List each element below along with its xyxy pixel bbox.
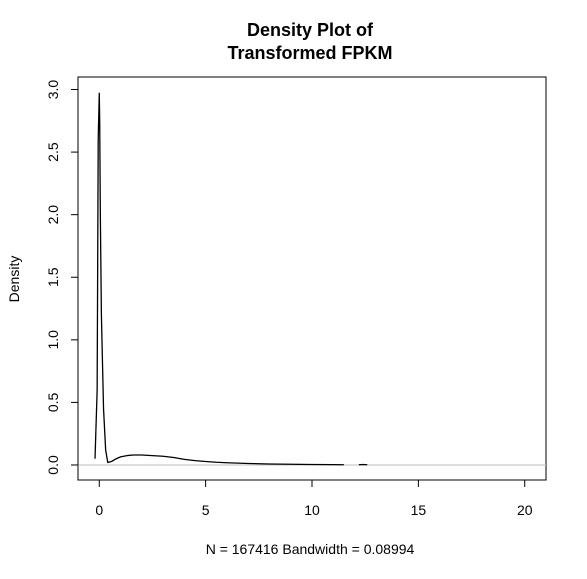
- y-tick-label: 3.0: [45, 80, 61, 100]
- x-axis: 0 5 10 15 20: [95, 479, 533, 518]
- y-tick-label: 1.5: [45, 267, 61, 287]
- y-tick-label: 2.5: [45, 142, 61, 162]
- density-series-layer: [94, 92, 368, 466]
- y-axis-label: Density: [6, 256, 22, 303]
- x-tick-label: 15: [411, 502, 427, 518]
- y-tick-label: 0.0: [45, 455, 61, 475]
- x-tick-label: 5: [202, 502, 210, 518]
- y-tick-label: 0.5: [45, 392, 61, 412]
- y-axis: 0.0 0.5 1.0 1.5 2.0 2.5 3.0: [45, 80, 79, 475]
- y-tick-label: 2.0: [45, 205, 61, 225]
- x-axis-label: N = 167416 Bandwidth = 0.08994: [206, 541, 415, 557]
- density-line-segment-1: [94, 92, 344, 466]
- x-tick-label: 20: [517, 502, 533, 518]
- chart-title-line-1: Density Plot of: [247, 20, 374, 40]
- x-tick-label: 10: [304, 502, 320, 518]
- y-tick-label: 1.0: [45, 330, 61, 350]
- chart-title-line-2: Transformed FPKM: [227, 43, 392, 63]
- x-tick-label: 0: [95, 502, 103, 518]
- plot-frame: [77, 76, 547, 481]
